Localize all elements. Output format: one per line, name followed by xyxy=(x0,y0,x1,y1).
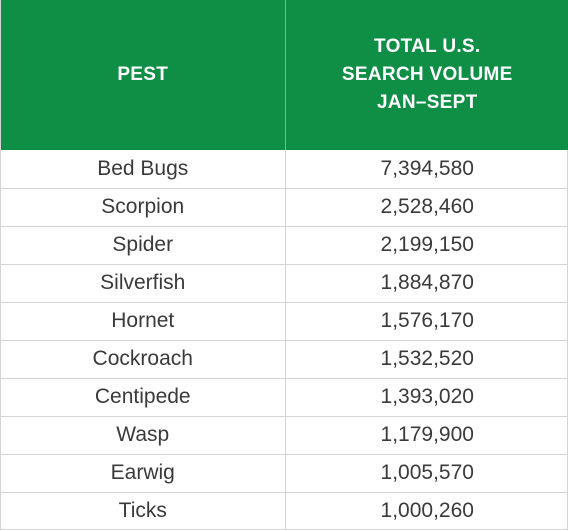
table-row: Cockroach 1,532,520 xyxy=(1,340,568,379)
header-line: PEST xyxy=(117,64,169,85)
header-cell-pest: PEST xyxy=(1,0,286,150)
search-volume-cell: 1,000,260 xyxy=(380,499,474,523)
search-volume-cell: 1,532,520 xyxy=(285,340,568,379)
header-line: JAN–SEPT xyxy=(376,92,478,113)
search-volume-cell: 1,005,570 xyxy=(285,454,568,493)
table-row: Silverfish 1,884,870 xyxy=(1,264,568,303)
pest-name-cell: Ticks xyxy=(1,492,286,530)
header-row: PEST TOTAL U.S. SEARCH VOLUME JAN–SEPT xyxy=(1,0,568,150)
header-cell-search-volume: TOTAL U.S. SEARCH VOLUME JAN–SEPT xyxy=(285,0,568,150)
pest-name-cell: Cockroach xyxy=(1,340,286,379)
pest-name-cell: Earwig xyxy=(1,454,286,493)
table-row: Scorpion 2,528,460 xyxy=(1,188,568,227)
search-volume-cell: 1,576,170 xyxy=(285,302,568,341)
table-row: Wasp 1,179,900 xyxy=(1,416,568,455)
pest-name-cell: Silverfish xyxy=(1,264,286,303)
table-row: Spider 2,199,150 xyxy=(1,226,568,265)
search-volume-cell: 2,199,150 xyxy=(285,226,568,265)
search-volume-cell: 7,394,580 xyxy=(285,150,568,189)
table-row: Ticks 1,000,260 xyxy=(1,492,568,530)
table-row: Bed Bugs 7,394,580 xyxy=(1,150,568,189)
pest-name-cell: Scorpion xyxy=(1,188,286,227)
table-body: Bed Bugs 7,394,580 Scorpion 2,528,460 Spider… xyxy=(1,150,568,530)
header-line: TOTAL U.S. xyxy=(374,36,481,57)
pest-name-cell: Bed Bugs xyxy=(1,150,286,189)
table-row: Earwig 1,005,570 xyxy=(1,454,568,493)
pest-name-cell: Wasp xyxy=(1,416,286,455)
search-volume-cell: 2,528,460 xyxy=(285,188,568,227)
pest-name-cell: Centipede xyxy=(1,378,286,417)
table-row: Hornet 1,576,170 xyxy=(1,302,568,341)
header-line: SEARCH VOLUME xyxy=(341,64,513,85)
search-volume-cell: 1,393,020 xyxy=(285,378,568,417)
search-volume-cell: 1,884,870 xyxy=(285,264,568,303)
pest-name-cell: Hornet xyxy=(1,302,286,341)
pest-name-cell: Spider xyxy=(1,226,286,265)
table-row: Centipede 1,393,020 xyxy=(1,378,568,417)
search-volume-cell: 1,179,900 xyxy=(285,416,568,455)
